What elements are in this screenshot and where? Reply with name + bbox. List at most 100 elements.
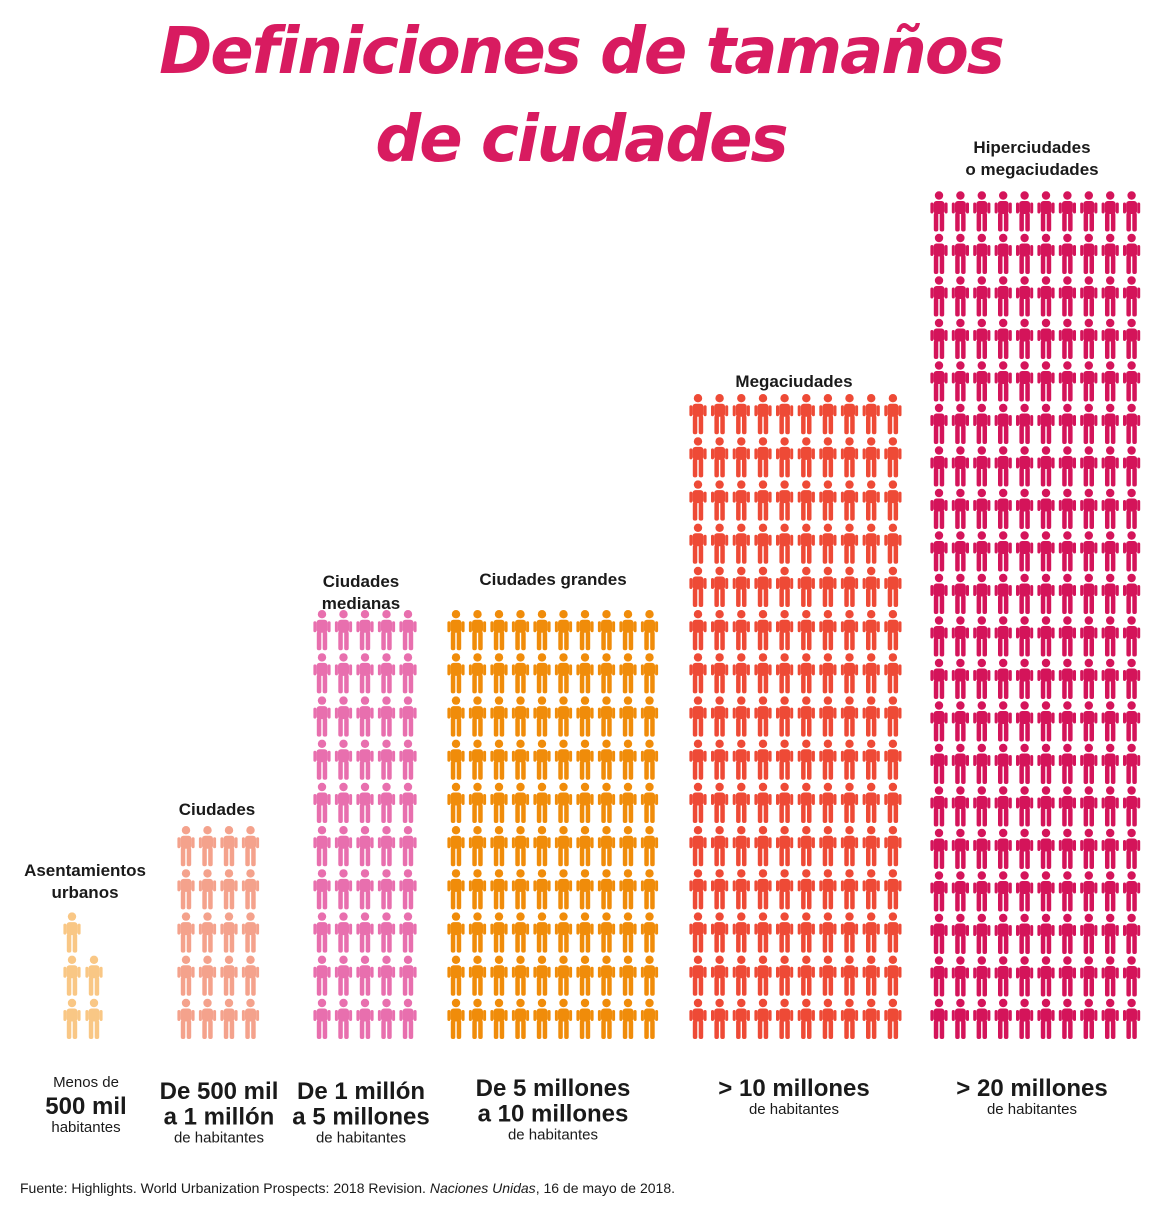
person-icon (840, 739, 859, 780)
person-icon (1080, 276, 1098, 317)
person-icon (973, 913, 991, 954)
person-icon (399, 869, 417, 910)
person-icon (313, 739, 331, 780)
person-icon (776, 394, 794, 435)
person-icon (576, 782, 594, 823)
person-icon (356, 998, 374, 1039)
person-icon (689, 782, 707, 823)
person-icon (334, 696, 353, 737)
person-icon (884, 566, 902, 607)
person-icon (754, 869, 772, 910)
category-label: Megaciudades (735, 372, 852, 391)
person-icon (754, 696, 772, 737)
person-icon (1123, 828, 1141, 869)
person-icon (399, 782, 417, 823)
person-icon (884, 394, 902, 435)
person-icon (973, 531, 991, 572)
person-icon (776, 869, 794, 910)
person-icon (511, 696, 530, 737)
person-icon (862, 869, 880, 910)
person-icon (951, 403, 969, 444)
person-icon (994, 403, 1012, 444)
person-icon (994, 956, 1012, 997)
person-icon (819, 782, 837, 823)
person-icon (1101, 658, 1119, 699)
person-icon (619, 869, 637, 910)
person-icon (797, 437, 815, 478)
person-icon (884, 739, 902, 780)
person-icon (711, 998, 729, 1039)
person-icon (819, 566, 837, 607)
person-icon (951, 276, 969, 317)
person-icon (85, 955, 103, 996)
person-icon (377, 782, 396, 823)
person-icon (973, 743, 991, 784)
range-label: habitantes (51, 1119, 120, 1136)
range-label: De 5 millones (476, 1075, 631, 1102)
person-icon (468, 739, 487, 780)
person-icon (862, 826, 880, 867)
person-icon (533, 912, 551, 953)
person-icon (334, 653, 353, 694)
person-icon (511, 653, 530, 694)
person-icon (1101, 828, 1119, 869)
person-icon (554, 912, 573, 953)
person-icon (840, 782, 859, 823)
person-icon (334, 998, 353, 1039)
person-icon (1058, 828, 1076, 869)
person-icon (447, 782, 465, 823)
person-icon (1058, 403, 1076, 444)
range-label: de habitantes (987, 1101, 1077, 1118)
person-icon (597, 610, 616, 651)
person-icon (447, 696, 465, 737)
person-icon (1016, 616, 1034, 657)
person-icon (776, 610, 794, 651)
person-icon (468, 653, 487, 694)
person-icon (490, 739, 508, 780)
person-icon (1016, 828, 1034, 869)
person-icon (334, 782, 353, 823)
person-icon (884, 782, 902, 823)
person-icon (490, 998, 508, 1039)
person-icon (399, 912, 417, 953)
person-icon (994, 233, 1012, 274)
person-icon (1037, 531, 1055, 572)
person-icon (776, 739, 794, 780)
person-icon (862, 437, 880, 478)
person-icon (819, 394, 837, 435)
person-icon (994, 446, 1012, 487)
person-icon (951, 318, 969, 359)
person-icon (1101, 913, 1119, 954)
person-icon (711, 955, 729, 996)
person-icon (951, 998, 969, 1039)
person-icon (797, 826, 815, 867)
person-icon (711, 610, 729, 651)
person-icon (951, 871, 969, 912)
person-icon (640, 869, 659, 910)
person-icon (1123, 488, 1141, 529)
person-icon (973, 276, 991, 317)
person-icon (399, 696, 417, 737)
person-icon (1058, 998, 1076, 1039)
person-icon (884, 523, 902, 564)
person-icon (468, 998, 487, 1039)
person-icon (819, 480, 837, 521)
person-icon (1058, 871, 1076, 912)
person-icon (447, 869, 465, 910)
person-icon (177, 912, 195, 953)
person-icon (754, 826, 772, 867)
chart-title-line-1: Definiciones de tamaños (159, 15, 1005, 89)
person-icon (1037, 446, 1055, 487)
person-icon (994, 786, 1012, 827)
person-icon (689, 437, 707, 478)
person-icon (313, 610, 331, 651)
person-icon (930, 191, 948, 232)
person-icon (711, 566, 729, 607)
person-icon (973, 998, 991, 1039)
person-icon (776, 696, 794, 737)
person-icon (447, 955, 465, 996)
person-icon (884, 610, 902, 651)
person-icon (640, 782, 659, 823)
person-icon (930, 743, 948, 784)
